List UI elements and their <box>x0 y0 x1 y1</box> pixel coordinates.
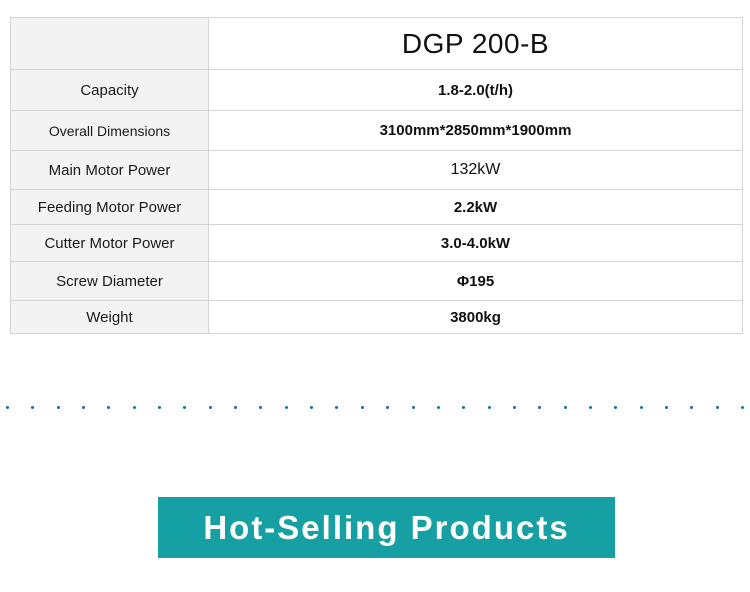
divider-dot <box>6 406 9 409</box>
spec-label: Cutter Motor Power <box>10 224 209 262</box>
divider-dot <box>310 406 314 409</box>
spec-value: 132kW <box>208 150 743 190</box>
divider-dot <box>31 406 35 409</box>
table-row: Overall Dimensions 3100mm*2850mm*1900mm <box>10 110 743 151</box>
divider-dot <box>386 406 390 409</box>
divider-dot <box>82 406 86 409</box>
header-empty-cell <box>10 17 209 70</box>
divider-dot <box>715 406 719 409</box>
table-row: Cutter Motor Power 3.0-4.0kW <box>10 224 743 262</box>
spec-value: 3100mm*2850mm*1900mm <box>208 110 743 151</box>
spec-label: Main Motor Power <box>10 150 209 190</box>
spec-label: Feeding Motor Power <box>10 189 209 225</box>
spec-value: 2.2kW <box>208 189 743 225</box>
divider-dot <box>538 406 542 409</box>
divider-dot <box>284 406 288 409</box>
divider-dot <box>740 406 744 409</box>
spec-label: Capacity <box>10 69 209 111</box>
divider-dot <box>183 406 187 409</box>
spec-value: Φ195 <box>208 261 743 301</box>
spec-label: Overall Dimensions <box>10 110 209 151</box>
spec-table: DGP 200-B Capacity 1.8-2.0(t/h) Overall … <box>10 17 743 334</box>
divider-dot <box>56 406 60 409</box>
divider-dot <box>208 406 212 409</box>
table-row: Weight 3800kg <box>10 300 743 334</box>
divider-dot <box>411 406 415 409</box>
divider-dot <box>462 406 466 409</box>
divider-dot <box>259 406 263 409</box>
divider-dot <box>234 406 238 409</box>
divider-dot <box>436 406 440 409</box>
divider-dot <box>690 406 694 409</box>
spec-value: 3800kg <box>208 300 743 334</box>
divider-dot <box>664 406 668 409</box>
spec-label: Screw Diameter <box>10 261 209 301</box>
table-row: Feeding Motor Power 2.2kW <box>10 189 743 225</box>
table-row: Capacity 1.8-2.0(t/h) <box>10 69 743 111</box>
divider-dot <box>639 406 643 409</box>
divider-dot <box>132 406 136 409</box>
table-row: Main Motor Power 132kW <box>10 150 743 190</box>
spec-value: 3.0-4.0kW <box>208 224 743 262</box>
divider-dot <box>107 406 111 409</box>
divider-dot <box>614 406 618 409</box>
divider-dot <box>563 406 567 409</box>
table-row: Screw Diameter Φ195 <box>10 261 743 301</box>
divider-dot <box>335 406 339 409</box>
spec-label: Weight <box>10 300 209 334</box>
divider-dot <box>588 406 592 409</box>
divider-dot <box>360 406 364 409</box>
divider-dot <box>487 406 491 409</box>
divider-dot <box>158 406 162 409</box>
dotted-divider <box>0 403 750 413</box>
hot-selling-products-banner: Hot-Selling Products <box>158 497 615 558</box>
divider-dot <box>512 406 516 409</box>
table-header-row: DGP 200-B <box>10 17 743 70</box>
spec-value: 1.8-2.0(t/h) <box>208 69 743 111</box>
model-title: DGP 200-B <box>208 17 743 70</box>
